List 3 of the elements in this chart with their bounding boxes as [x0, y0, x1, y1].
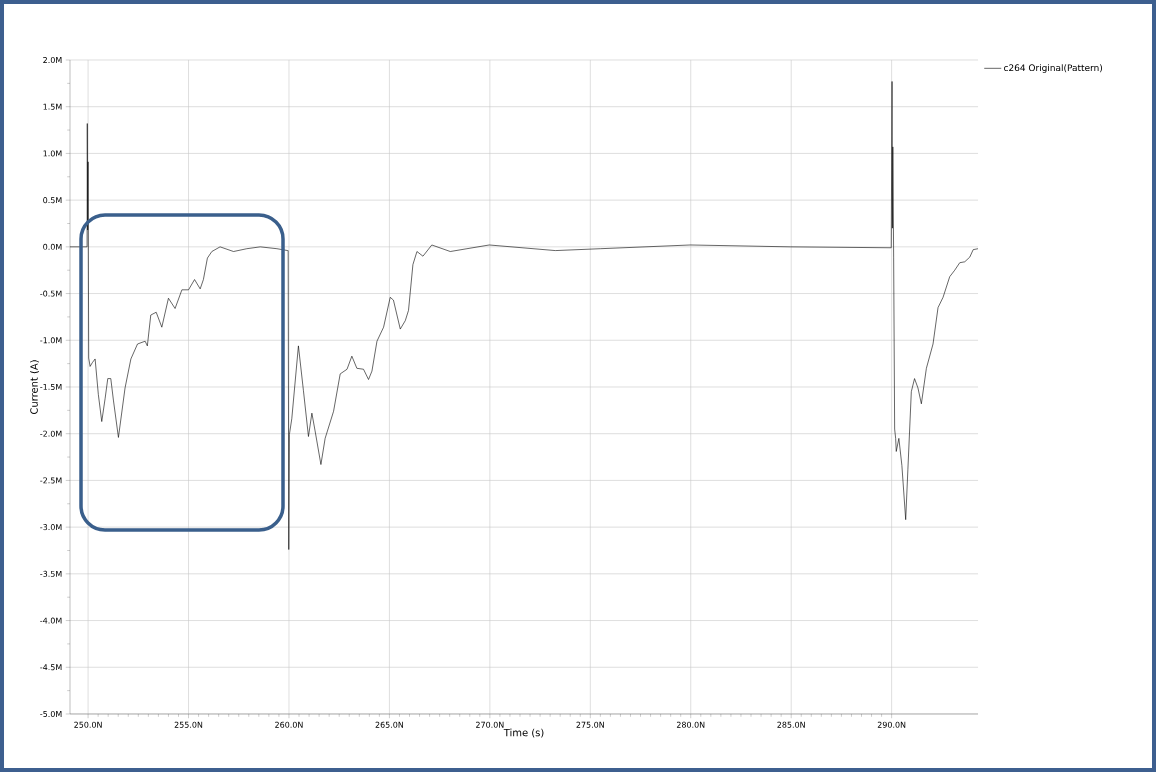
legend-label: c264 Original(Pattern) [1004, 64, 1103, 73]
y-axis-title: Current (A) [30, 360, 39, 415]
x-axis-title: Time (s) [503, 728, 544, 738]
